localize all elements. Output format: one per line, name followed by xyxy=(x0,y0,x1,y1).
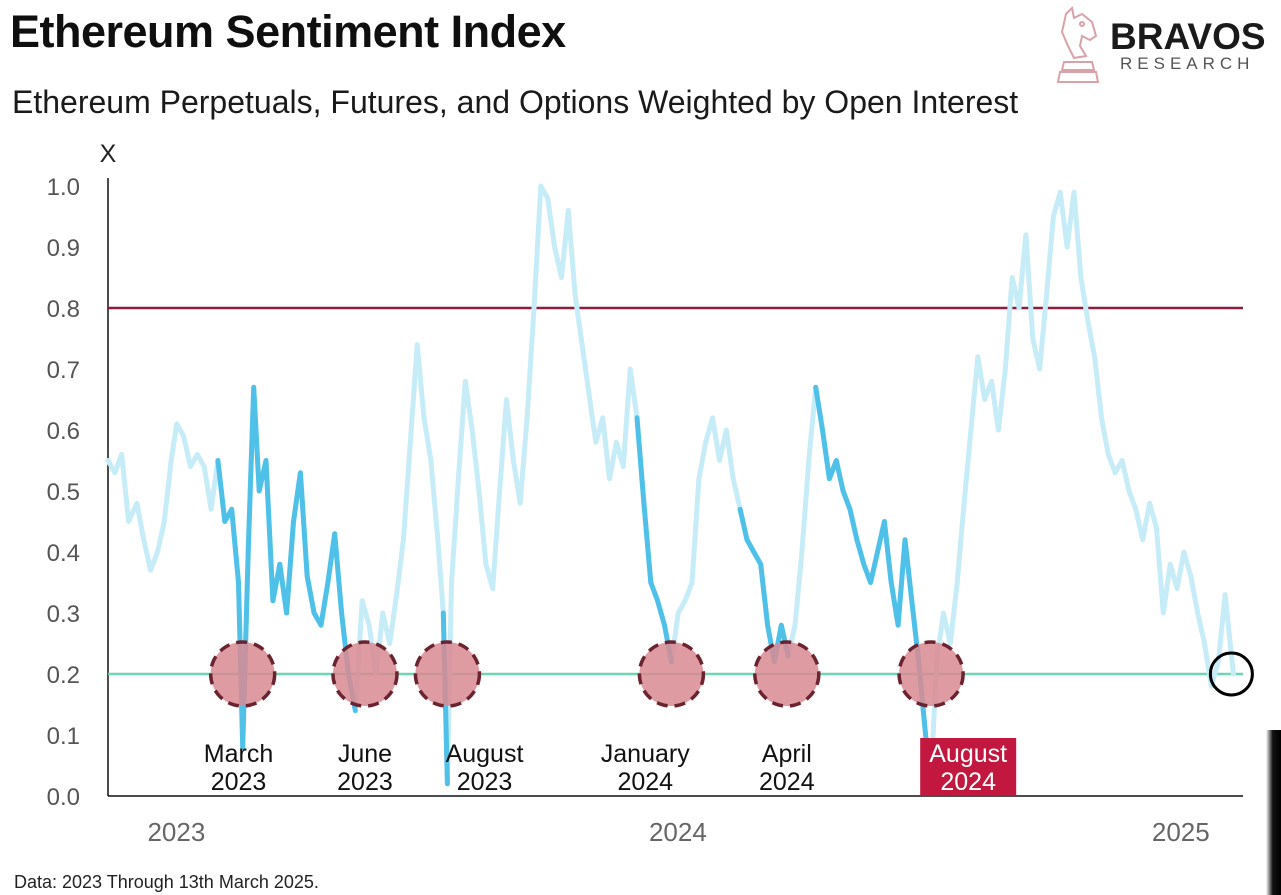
edge-shadow xyxy=(1266,730,1281,895)
y-tick-label: 0.2 xyxy=(47,662,80,689)
bottom-signal-marker xyxy=(637,640,706,708)
y-axis-label: X xyxy=(100,140,117,168)
bottom-signal-marker xyxy=(753,640,821,708)
bottom-signal-marker xyxy=(331,640,399,708)
highlight-segment xyxy=(737,506,791,665)
y-tick-label: 0.3 xyxy=(47,601,80,628)
page-subtitle: Ethereum Perpetuals, Futures, and Option… xyxy=(12,84,1019,120)
bottom-signal-marker xyxy=(413,640,482,708)
annotation-label: 2023 xyxy=(457,768,513,796)
annotation-label: August xyxy=(446,740,524,768)
annotation-label: March xyxy=(204,740,273,768)
y-tick-label: 1.0 xyxy=(47,174,80,201)
annotation-label: January xyxy=(601,740,690,768)
highlight-segment xyxy=(634,415,674,665)
annotation-label: April xyxy=(762,740,812,768)
annotation-label: June xyxy=(338,740,392,768)
y-tick-label: 0.7 xyxy=(47,357,80,384)
current-value-marker xyxy=(1208,651,1254,697)
annotation-label: 2024 xyxy=(617,768,673,796)
annotation-label: August xyxy=(929,740,1007,768)
x-tick-label: 2024 xyxy=(649,817,707,847)
label-badge xyxy=(920,738,1017,795)
y-tick-label: 0.9 xyxy=(47,235,80,262)
knight-icon xyxy=(1056,6,1100,83)
logo-subtitle: RESEARCH xyxy=(1120,54,1255,73)
y-tick-label: 0.5 xyxy=(47,479,80,506)
x-tick-label: 2023 xyxy=(147,817,205,847)
y-tick-label: 0.4 xyxy=(47,540,80,567)
annotation-label: 2024 xyxy=(759,768,815,796)
y-tick-label: 0.0 xyxy=(47,784,80,811)
y-tick-label: 0.8 xyxy=(47,296,80,323)
page-title: Ethereum Sentiment Index xyxy=(10,6,566,57)
highlight-segment xyxy=(813,384,934,781)
bottom-signal-marker xyxy=(208,640,277,708)
y-tick-label: 0.1 xyxy=(47,723,80,750)
data-footnote: Data: 2023 Through 13th March 2025. xyxy=(14,872,319,892)
bravos-logo: BRAVOS RESEARCH xyxy=(1052,6,1281,88)
annotation-label: 2024 xyxy=(940,768,996,796)
annotation-label: 2023 xyxy=(337,768,393,796)
bottom-signal-marker xyxy=(897,640,965,708)
logo-name: BRAVOS xyxy=(1110,16,1266,57)
x-tick-label: 2025 xyxy=(1152,817,1210,847)
annotation-label: 2023 xyxy=(211,768,267,796)
y-tick-label: 0.6 xyxy=(47,418,80,445)
